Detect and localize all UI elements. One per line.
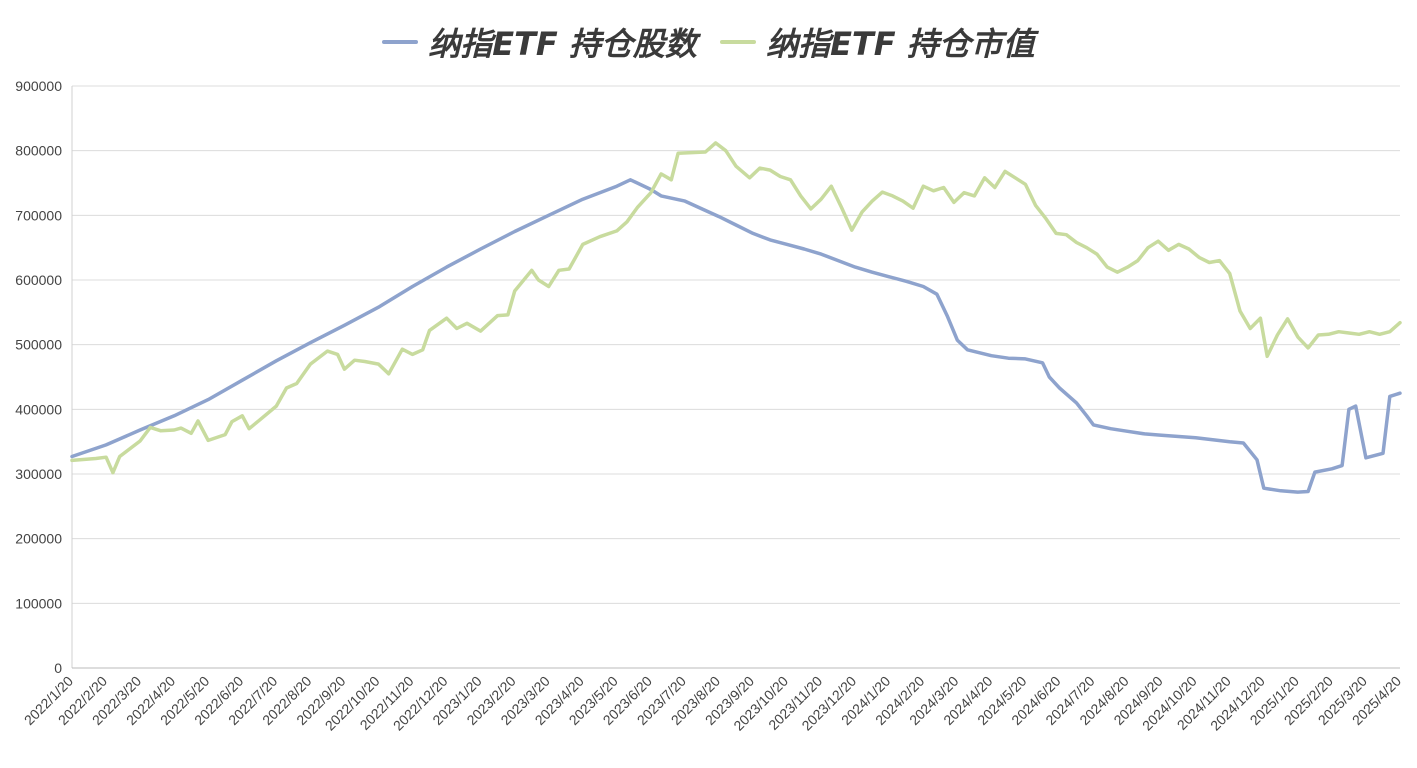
y-tick-label-7: 700000 [15, 207, 62, 223]
legend-item-shares: 纳指ETF 持仓股数 [382, 19, 697, 65]
legend-swatch-value [720, 40, 757, 44]
legend-label-shares: 纳指ETF 持仓股数 [428, 25, 697, 63]
y-tick-label-6: 600000 [15, 272, 62, 288]
legend-label-value: 纳指ETF 持仓市值 [766, 25, 1035, 63]
y-tick-label-2: 200000 [15, 531, 62, 547]
y-tick-label-1: 100000 [15, 595, 62, 611]
y-tick-label-5: 500000 [15, 337, 62, 353]
y-tick-label-8: 800000 [15, 143, 62, 159]
series-line-0 [70, 178, 1402, 494]
chart-legend: 纳指ETF 持仓股数 纳指ETF 持仓市值 [0, 14, 1417, 65]
y-tick-label-4: 400000 [15, 401, 62, 417]
y-tick-label-3: 300000 [15, 466, 62, 482]
series-line-1 [70, 141, 1402, 475]
legend-item-value: 纳指ETF 持仓市值 [720, 19, 1035, 65]
y-tick-label-9: 900000 [15, 78, 62, 94]
legend-swatch-shares [382, 40, 419, 44]
y-tick-label-0: 0 [54, 660, 62, 676]
